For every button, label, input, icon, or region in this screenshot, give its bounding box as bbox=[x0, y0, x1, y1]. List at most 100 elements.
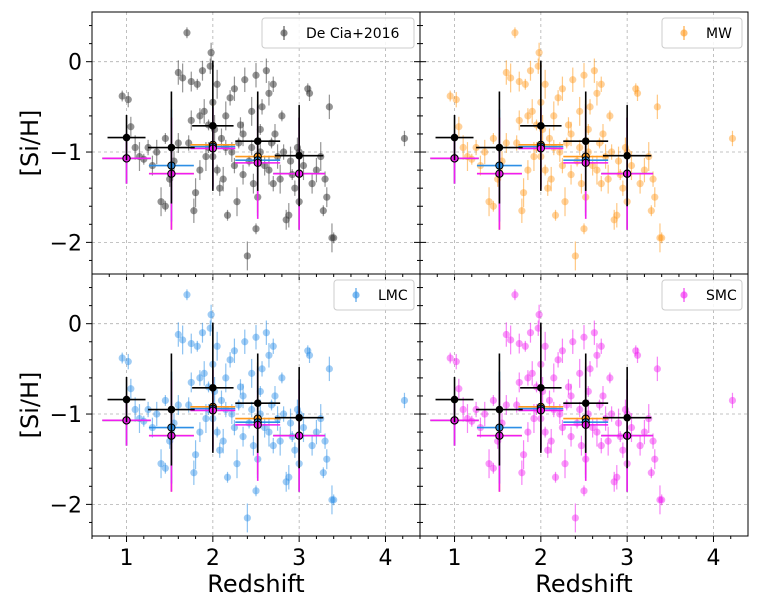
scatter-point bbox=[567, 392, 575, 400]
scatter-point bbox=[153, 148, 161, 156]
scatter-point bbox=[174, 139, 182, 147]
scatter-point bbox=[593, 351, 601, 359]
legend-marker bbox=[352, 291, 360, 299]
scatter-point bbox=[174, 330, 182, 339]
plot-area bbox=[92, 274, 420, 536]
scatter-point bbox=[614, 157, 623, 165]
scatter-point bbox=[233, 198, 241, 206]
legend: SMC bbox=[661, 279, 743, 311]
scatter-point bbox=[521, 342, 529, 350]
legend-label: MW bbox=[706, 26, 732, 42]
scatter-point bbox=[633, 89, 642, 97]
scatter-point bbox=[507, 336, 515, 344]
scatter-point bbox=[571, 252, 579, 260]
scatter-point bbox=[321, 437, 329, 445]
scatter-point bbox=[271, 130, 279, 138]
scatter-point bbox=[550, 143, 558, 152]
panel-smc: 1 2 3 4 SMC bbox=[414, 273, 749, 571]
scatter-point bbox=[616, 433, 624, 441]
scatter-point bbox=[269, 342, 277, 350]
scatter-point bbox=[535, 311, 543, 319]
scatter-point bbox=[252, 71, 260, 79]
scatter-point bbox=[200, 369, 208, 377]
x-axis-title: Redshift bbox=[207, 570, 304, 598]
scatter-point bbox=[489, 464, 497, 472]
scatter-point bbox=[459, 405, 467, 414]
scatter-point bbox=[586, 365, 594, 373]
scatter-point bbox=[280, 148, 288, 156]
scatter-point bbox=[616, 171, 624, 179]
scatter-point bbox=[282, 478, 290, 486]
legend-box bbox=[661, 17, 743, 49]
scatter-point bbox=[196, 428, 204, 436]
scatter-point bbox=[174, 68, 182, 77]
scatter-point bbox=[619, 184, 627, 192]
scatter-point bbox=[576, 143, 584, 152]
scatter-point bbox=[312, 428, 321, 436]
scatter-point bbox=[161, 396, 169, 405]
scatter-point bbox=[580, 225, 588, 233]
scatter-point bbox=[518, 469, 526, 477]
scatter-point bbox=[200, 107, 208, 115]
scatter-point bbox=[545, 396, 554, 405]
plot-area bbox=[420, 274, 748, 536]
binned-point bbox=[209, 384, 217, 392]
scatter-point bbox=[627, 161, 636, 170]
scatter-point bbox=[144, 405, 152, 414]
scatter-point bbox=[193, 342, 201, 350]
scatter-point bbox=[285, 473, 293, 481]
scatter-point bbox=[515, 77, 523, 86]
x-tick-label: 4 bbox=[378, 546, 392, 571]
scatter-point bbox=[127, 123, 135, 131]
scatter-point bbox=[258, 103, 266, 111]
scatter-point bbox=[140, 417, 148, 425]
scatter-point bbox=[545, 134, 554, 143]
scatter-point bbox=[452, 358, 460, 366]
scatter-point bbox=[554, 356, 562, 364]
x-tick-label: 1 bbox=[120, 546, 134, 571]
scatter-point bbox=[118, 354, 126, 362]
scatter-point bbox=[530, 414, 538, 423]
scatter-point bbox=[305, 89, 314, 97]
scatter-point bbox=[261, 423, 269, 432]
scatter-point bbox=[567, 130, 575, 138]
x-tick-label: 2 bbox=[534, 546, 548, 571]
binned-point bbox=[450, 395, 459, 404]
binned-point bbox=[167, 143, 176, 152]
scatter-point bbox=[258, 365, 266, 373]
scatter-point bbox=[567, 433, 575, 441]
scatter-point bbox=[614, 419, 623, 427]
scatter-point bbox=[619, 446, 627, 454]
scatter-point bbox=[262, 67, 270, 75]
scatter-point bbox=[248, 107, 256, 115]
scatter-point bbox=[249, 442, 258, 450]
scatter-point bbox=[157, 460, 165, 468]
scatter-point bbox=[222, 112, 230, 120]
scatter-point bbox=[446, 92, 454, 100]
scatter-point bbox=[541, 80, 549, 88]
scatter-point bbox=[502, 401, 510, 409]
scatter-point bbox=[547, 437, 555, 445]
scatter-point bbox=[576, 405, 584, 414]
scatter-point bbox=[241, 338, 249, 346]
legend: LMC bbox=[333, 279, 415, 311]
scatter-point bbox=[230, 161, 239, 170]
scatter-point bbox=[299, 161, 308, 170]
x-tick-label: 3 bbox=[620, 546, 634, 571]
x-tick-label: 1 bbox=[448, 546, 462, 571]
scatter-point bbox=[550, 405, 558, 414]
scatter-point bbox=[547, 175, 555, 183]
scatter-point bbox=[239, 171, 247, 179]
scatter-point bbox=[216, 184, 224, 192]
scatter-point bbox=[223, 211, 232, 219]
scatter-point bbox=[593, 428, 601, 436]
scatter-point bbox=[658, 496, 666, 504]
scatter-point bbox=[207, 311, 215, 319]
binned-point bbox=[581, 399, 590, 407]
scatter-point bbox=[213, 80, 221, 88]
scatter-point bbox=[651, 193, 659, 201]
scatter-point bbox=[131, 143, 139, 152]
scatter-point bbox=[653, 365, 661, 373]
y-tick-label: −2 bbox=[50, 493, 82, 518]
scatter-point bbox=[286, 419, 295, 427]
